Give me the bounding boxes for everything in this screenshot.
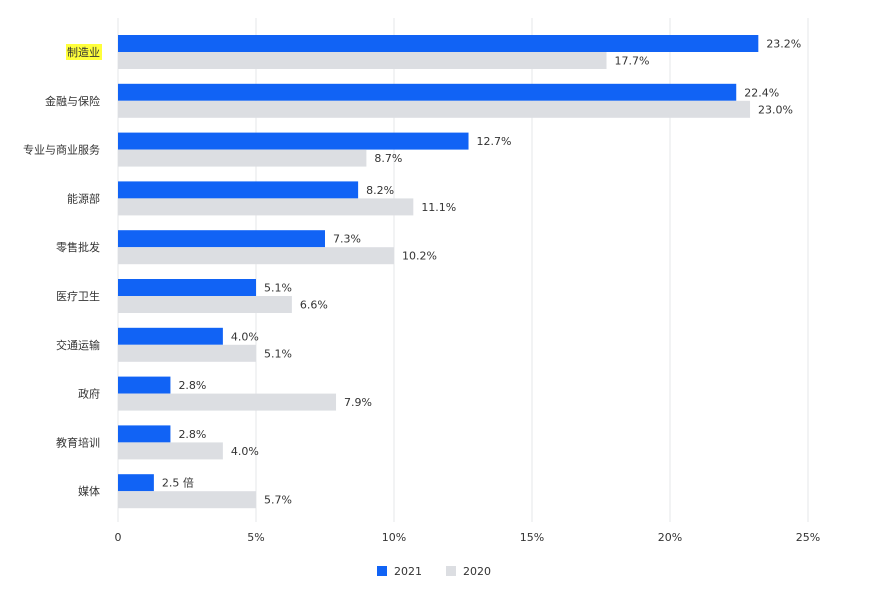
legend-swatch-2021 bbox=[377, 566, 387, 576]
bar-2021-3 bbox=[118, 181, 359, 199]
x-axis-ticks: 0 5% 10% 15% 20% 25% bbox=[115, 531, 821, 544]
bar-2021-7 bbox=[118, 376, 171, 394]
value-labels: 23.2% 17.7% 22.4% 23.0% 12.7% 8.7% 8.2% 11.1% 7.… bbox=[162, 38, 801, 507]
data-label-2021: 5.1% bbox=[264, 282, 292, 295]
category-label: 医疗卫生 bbox=[56, 289, 100, 303]
bar-2021-4 bbox=[118, 230, 325, 248]
bar-2021-1 bbox=[118, 83, 737, 101]
bar-2020-0 bbox=[118, 52, 607, 69]
data-label-2020: 10.2% bbox=[402, 250, 437, 263]
x-tick-label: 25% bbox=[796, 531, 820, 544]
data-label-2020: 6.6% bbox=[300, 299, 328, 312]
bar-2021-5 bbox=[118, 279, 256, 296]
bar-2021-2 bbox=[118, 132, 469, 150]
category-label: 政府 bbox=[78, 387, 100, 401]
category-label: 教育培训 bbox=[56, 435, 100, 449]
data-label-2021: 4.0% bbox=[231, 330, 259, 343]
x-tick-label: 0 bbox=[115, 531, 122, 544]
bars bbox=[118, 35, 759, 509]
x-tick-label: 5% bbox=[247, 531, 264, 544]
x-tick-label: 20% bbox=[658, 531, 682, 544]
category-label: 制造业 bbox=[67, 45, 100, 59]
bar-2020-2 bbox=[118, 149, 367, 167]
data-label-2021: 8.2% bbox=[366, 184, 394, 197]
legend-swatch-2020 bbox=[446, 566, 456, 576]
category-label: 金融与保险 bbox=[45, 94, 100, 108]
data-label-2021: 22.4% bbox=[744, 86, 779, 99]
data-label-2021: 7.3% bbox=[333, 233, 361, 246]
data-label-2021: 12.7% bbox=[477, 135, 512, 148]
bar-2020-7 bbox=[118, 393, 337, 411]
data-label-2020: 5.1% bbox=[264, 347, 292, 360]
data-label-2020: 4.0% bbox=[231, 445, 259, 458]
category-label: 能源部 bbox=[67, 191, 100, 205]
category-label: 交通运输 bbox=[56, 338, 100, 352]
data-label-2020: 23.0% bbox=[758, 103, 793, 116]
bar-2021-0 bbox=[118, 35, 759, 52]
bar-2020-4 bbox=[118, 247, 394, 265]
data-label-2020: 7.9% bbox=[344, 396, 372, 409]
category-highlight bbox=[66, 44, 102, 60]
x-tick-label: 10% bbox=[382, 531, 406, 544]
data-label-2021: 23.2% bbox=[766, 38, 801, 51]
data-label-2020: 5.7% bbox=[264, 494, 292, 507]
legend-label-2020: 2020 bbox=[463, 565, 491, 578]
data-label-2021: 2.5 倍 bbox=[162, 476, 194, 490]
bar-2020-3 bbox=[118, 198, 414, 216]
bar-2020-1 bbox=[118, 100, 751, 118]
category-label: 零售批发 bbox=[56, 240, 100, 254]
bar-2020-5 bbox=[118, 296, 292, 313]
bar-2020-6 bbox=[118, 344, 256, 362]
category-label: 专业与商业服务 bbox=[23, 143, 100, 157]
bar-2021-9 bbox=[118, 474, 154, 492]
legend: 2021 2020 bbox=[377, 565, 491, 578]
bar-2021-8 bbox=[118, 425, 171, 443]
data-label-2020: 8.7% bbox=[374, 152, 402, 165]
bar-2020-8 bbox=[118, 442, 223, 460]
data-label-2021: 2.8% bbox=[178, 379, 206, 392]
legend-label-2021: 2021 bbox=[394, 565, 422, 578]
data-label-2021: 2.8% bbox=[178, 428, 206, 441]
data-label-2020: 17.7% bbox=[615, 55, 650, 68]
data-label-2020: 11.1% bbox=[421, 201, 456, 214]
bar-2020-9 bbox=[118, 491, 256, 509]
category-label: 媒体 bbox=[78, 484, 100, 498]
x-tick-label: 15% bbox=[520, 531, 544, 544]
bar-2021-6 bbox=[118, 327, 223, 345]
